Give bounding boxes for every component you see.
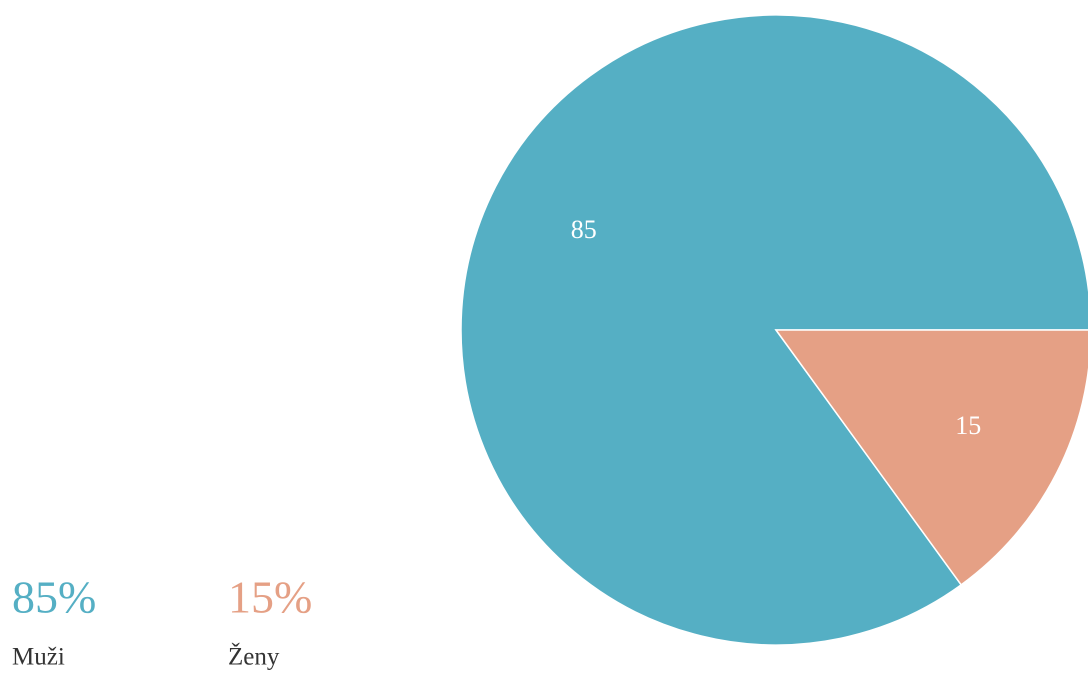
slice-label: 85 — [571, 215, 597, 244]
legend-value: 15% — [228, 572, 312, 623]
legend-label: Ženy — [228, 643, 280, 671]
slice-label: 15 — [955, 411, 981, 440]
legend-value: 85% — [12, 572, 96, 623]
pie-slice — [460, 14, 1088, 646]
legend-label: Muži — [12, 644, 65, 671]
pie-slice — [774, 329, 1088, 586]
